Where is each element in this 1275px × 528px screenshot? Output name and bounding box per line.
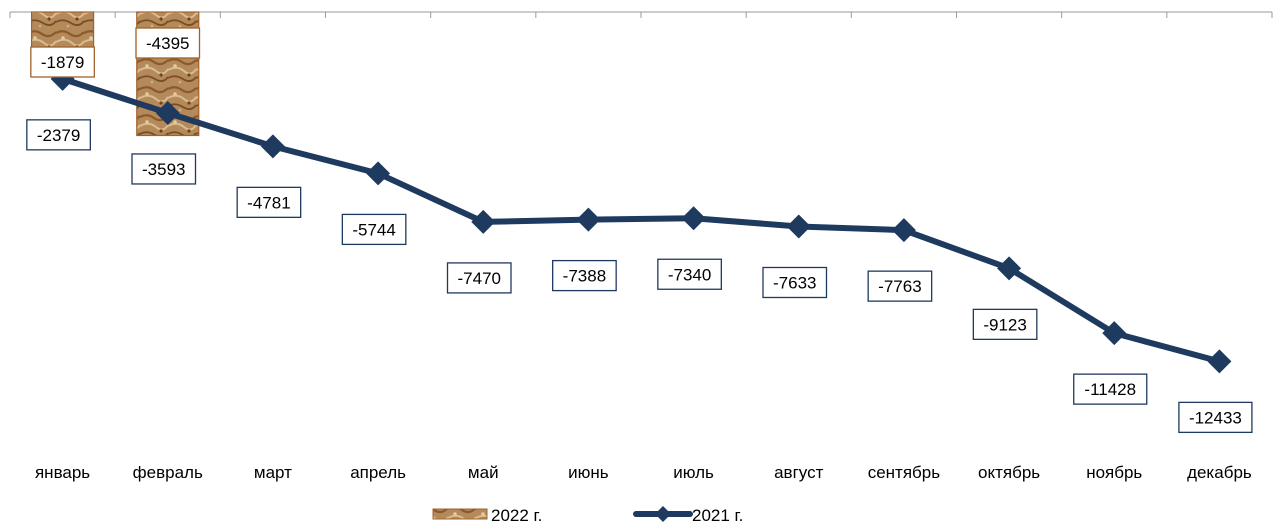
line-label-2021-6-box: [657, 258, 722, 290]
point-2021-4: [471, 209, 496, 234]
legend-swatch-2022: [432, 508, 488, 520]
x-tick-label-2: март: [254, 463, 292, 482]
x-tick-label-1: февраль: [133, 463, 203, 482]
x-tick-label-3: апрель: [350, 463, 406, 482]
x-tick-label-0: январь: [35, 463, 90, 482]
line-label-2021-11: -12433: [1178, 401, 1253, 434]
bar-label-2022-1-box: [135, 27, 201, 59]
x-tick-label-5: июнь: [568, 463, 609, 482]
line-label-2021-9-text: -9123: [983, 315, 1026, 334]
line-label-2021-8: -7763: [867, 270, 933, 302]
line-label-2021-2: -4781: [236, 186, 302, 218]
point-2021-9: [997, 256, 1022, 281]
line-label-2021-4-box: [446, 262, 512, 294]
point-2021-5: [576, 207, 601, 232]
line-label-2021-0: -2379: [26, 119, 91, 151]
line-label-2021-7: -7633: [762, 266, 828, 299]
line-label-2021-3-box: [341, 213, 407, 246]
legend-swatch-2021-marker: [655, 506, 671, 522]
line-2021: [59, 75, 1223, 365]
line-label-2021-9: -9123: [972, 308, 1038, 341]
line-label-2021-7-text: -7633: [773, 273, 816, 292]
line-label-2021-11-text: -12433: [1189, 408, 1242, 427]
point-2021-6: [681, 206, 706, 231]
point-2021-2: [260, 134, 285, 159]
legend-label-2022: 2022 г.: [491, 506, 542, 523]
line-label-2021-2-box: [236, 186, 302, 218]
x-tick-label-6: июль: [673, 463, 714, 482]
point-2021-8: [891, 218, 916, 243]
bar-label-2022-1: -4395: [135, 27, 201, 59]
bar-label-2022-0-text: -1879: [41, 53, 84, 72]
line-label-2021-0-text: -2379: [37, 126, 80, 145]
point-2021-7: [786, 214, 811, 239]
x-tick-label-7: август: [774, 463, 823, 482]
line-label-2021-2-text: -4781: [247, 193, 290, 212]
line-label-2021-1-text: -3593: [142, 160, 185, 179]
x-tick-label-4: май: [468, 463, 499, 482]
line-label-2021-5: -7388: [552, 259, 617, 292]
line-label-2021-5-text: -7388: [563, 267, 606, 286]
line-label-2021-3-text: -5744: [352, 220, 395, 239]
line-label-2021-11-box: [1178, 401, 1253, 434]
line-label-2021-3: -5744: [341, 213, 407, 246]
line-label-2021-6-text: -7340: [668, 265, 711, 284]
line-label-2021-10: -11428: [1073, 373, 1148, 405]
line-label-2021-10-box: [1073, 373, 1148, 405]
x-tick-label-8: сентябрь: [868, 463, 941, 482]
line-label-2021-9-box: [972, 308, 1038, 341]
line-label-2021-1: -3593: [131, 153, 197, 185]
legend-label-2021: 2021 г.: [692, 506, 743, 523]
line-label-2021-4-text: -7470: [458, 269, 501, 288]
x-tick-label-9: октябрь: [978, 463, 1040, 482]
line-label-2021-7-box: [762, 266, 828, 299]
line-label-2021-1-box: [131, 153, 197, 185]
bar-label-2022-0-box: [30, 46, 95, 78]
line-label-2021-10-text: -11428: [1084, 380, 1136, 399]
x-tick-label-10: ноябрь: [1086, 463, 1142, 482]
point-2021-11: [1207, 349, 1232, 374]
x-tick-label-11: декабрь: [1187, 463, 1252, 482]
line-label-2021-8-text: -7763: [878, 277, 921, 296]
line-label-2021-5-box: [552, 259, 617, 292]
point-2021-1: [155, 100, 180, 125]
line-label-2021-0-box: [26, 119, 91, 151]
bar-label-2022-0: -1879: [30, 46, 95, 78]
line-label-2021-6: -7340: [657, 258, 722, 290]
point-2021-3: [366, 161, 391, 186]
line-label-2021-8-box: [867, 270, 933, 302]
point-2021-10: [1102, 321, 1127, 346]
bar-label-2022-1-text: -4395: [146, 34, 189, 53]
line-label-2021-4: -7470: [446, 262, 512, 294]
